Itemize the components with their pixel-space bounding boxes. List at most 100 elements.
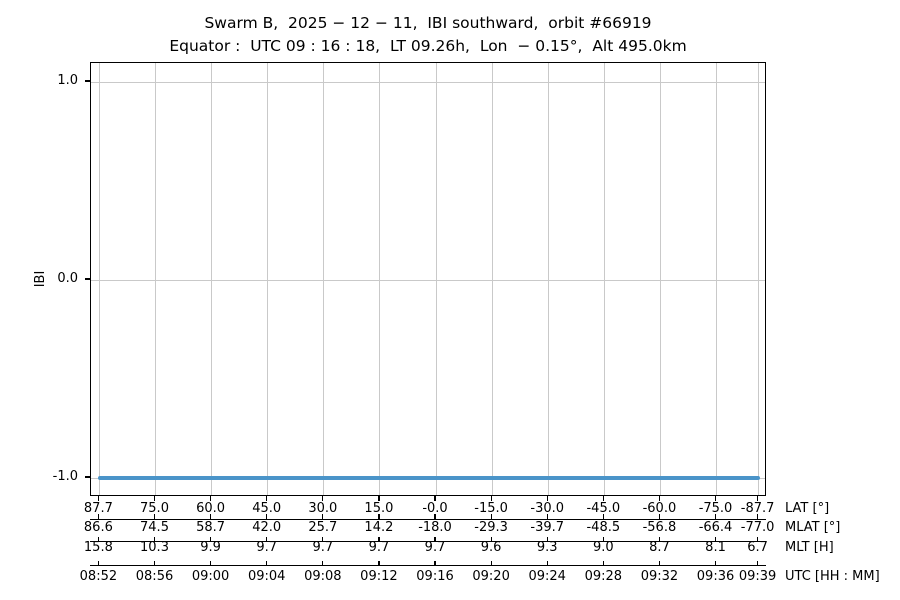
x-tick-label: 08:52 [79, 568, 118, 584]
vertical-gridline [491, 63, 493, 495]
x-tick-label: 60.0 [196, 501, 226, 516]
x-tick-label: 6.7 [747, 540, 768, 555]
x-tick-mark [97, 496, 99, 501]
x-tick-label: -48.5 [586, 519, 621, 535]
x-tick-mark [757, 514, 759, 519]
chart-subtitle: Equator : UTC 09 : 16 : 18, LT 09.26h, L… [169, 37, 687, 55]
vertical-gridline [323, 63, 325, 495]
x-tick-label: 09:36 [696, 568, 735, 584]
x-tick-label: -77.0 [740, 519, 775, 535]
x-tick-label: -66.4 [698, 519, 733, 535]
x-tick-mark [266, 514, 268, 519]
x-axis-name: LAT [°] [785, 501, 830, 516]
vertical-gridline [758, 63, 760, 495]
x-axis-line [90, 565, 766, 566]
x-tick-mark [714, 536, 717, 541]
x-axis-name: MLAT [°] [785, 519, 841, 535]
y-tick-mark [85, 476, 90, 478]
x-axis-line [90, 541, 766, 542]
x-tick-label: 15.8 [83, 540, 113, 555]
vertical-gridline [659, 63, 661, 495]
x-tick-label: 9.7 [256, 540, 278, 555]
vertical-gridline [547, 63, 549, 495]
x-tick-label: -60.0 [642, 501, 677, 516]
vertical-gridline [211, 63, 213, 495]
x-tick-mark [602, 496, 604, 501]
vertical-gridline [379, 63, 381, 495]
x-tick-label: 30.0 [308, 501, 338, 516]
x-tick-label: -87.7 [740, 501, 775, 516]
x-tick-mark [658, 536, 661, 541]
chart-title: Swarm B, 2025 − 12 − 11, IBI southward, … [204, 14, 652, 32]
x-tick-mark [322, 496, 324, 501]
x-tick-mark [546, 536, 548, 541]
x-tick-mark [434, 496, 436, 501]
x-tick-mark [210, 536, 212, 541]
x-tick-label: 86.6 [83, 519, 113, 535]
vertical-gridline [435, 63, 437, 495]
x-tick-label: 74.5 [140, 519, 169, 535]
x-tick-label: 09:24 [528, 568, 566, 584]
vertical-gridline [267, 63, 269, 495]
plot-area [90, 62, 766, 496]
x-tick-mark [153, 514, 156, 519]
x-tick-label: -39.7 [530, 519, 565, 535]
x-tick-mark [210, 514, 212, 519]
x-tick-label: 15.0 [364, 501, 394, 516]
x-tick-mark [97, 536, 99, 541]
x-tick-mark [757, 560, 759, 565]
x-tick-mark [153, 560, 156, 565]
vertical-gridline [98, 63, 100, 495]
x-tick-mark [210, 560, 212, 565]
x-tick-mark [490, 514, 492, 519]
x-tick-mark [602, 514, 604, 519]
x-tick-label: 09:00 [191, 568, 230, 584]
x-tick-mark [210, 496, 212, 501]
data-line-ibi [97, 476, 761, 480]
x-tick-mark [266, 560, 268, 565]
x-tick-label: 58.7 [196, 519, 226, 535]
x-axis-name: MLT [H] [785, 540, 834, 555]
y-tick-mark [85, 80, 90, 82]
x-tick-label: -15.0 [474, 501, 508, 516]
x-tick-mark [757, 536, 759, 541]
x-tick-mark [602, 536, 604, 541]
x-tick-label: 09:16 [416, 568, 454, 584]
x-axis-name: UTC [HH : MM] [785, 568, 880, 584]
y-tick-label: 0.0 [57, 271, 78, 286]
x-tick-mark [714, 514, 717, 519]
x-tick-mark [434, 514, 436, 519]
x-tick-mark [378, 560, 380, 565]
x-tick-mark [97, 560, 99, 565]
x-tick-label: -45.0 [586, 501, 621, 516]
x-tick-label: 45.0 [252, 501, 282, 516]
x-tick-mark [153, 536, 156, 541]
x-tick-mark [490, 496, 492, 501]
x-tick-label: 09:32 [640, 568, 679, 584]
x-tick-mark [658, 514, 661, 519]
x-tick-label: 09:39 [738, 568, 777, 584]
x-tick-label: 8.1 [705, 540, 726, 555]
x-tick-mark [546, 560, 548, 565]
x-tick-mark [490, 536, 492, 541]
x-tick-label: -18.0 [418, 519, 452, 535]
x-tick-label: 9.3 [536, 540, 558, 555]
x-tick-label: 09:12 [360, 568, 398, 584]
horizontal-gridline [91, 81, 765, 83]
x-tick-mark [757, 496, 759, 501]
x-tick-mark [322, 560, 324, 565]
x-tick-label: 9.7 [424, 540, 446, 555]
x-tick-label: 9.0 [592, 540, 614, 555]
x-tick-label: -29.3 [474, 519, 508, 535]
vertical-gridline [716, 63, 718, 495]
x-tick-label: 8.7 [649, 540, 670, 555]
x-tick-label: 09:28 [584, 568, 623, 584]
x-tick-label: 42.0 [252, 519, 282, 535]
x-tick-mark [602, 560, 604, 565]
x-tick-label: -30.0 [530, 501, 565, 516]
x-tick-label: 9.9 [200, 540, 221, 555]
x-tick-mark [378, 496, 380, 501]
x-tick-mark [546, 496, 548, 501]
x-tick-mark [658, 560, 661, 565]
x-tick-label: 09:08 [304, 568, 342, 584]
